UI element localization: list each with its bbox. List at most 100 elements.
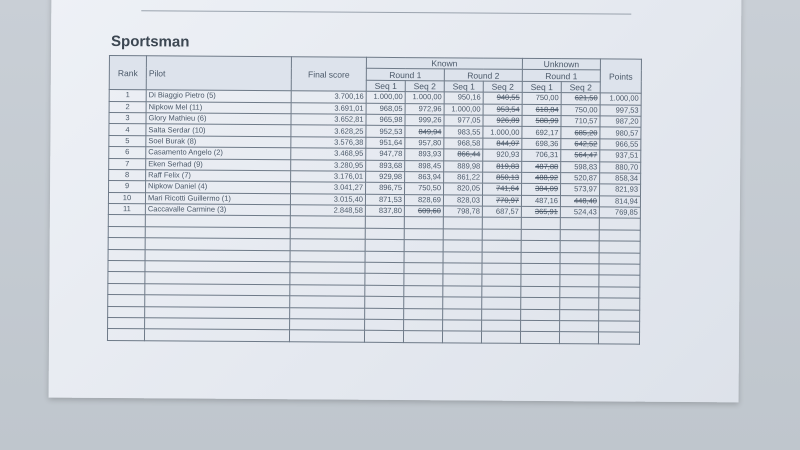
header-rank: Rank — [109, 55, 147, 90]
header-seq1: Seq 1 — [522, 81, 562, 93]
empty-cell — [107, 328, 145, 341]
empty-cell — [559, 297, 599, 310]
empty-cell — [482, 240, 522, 253]
cell-k2s2: 844,07 — [482, 137, 522, 150]
empty-cell — [482, 228, 522, 241]
empty-cell — [599, 229, 641, 242]
cell-final: 3.691,01 — [291, 102, 367, 115]
empty-cell — [598, 286, 640, 299]
empty-cell — [290, 239, 366, 251]
cell-points: 966,55 — [599, 138, 641, 151]
empty-cell — [144, 294, 290, 308]
cell-k2s2: 953,54 — [483, 103, 523, 116]
cell-k1s2: 893,93 — [404, 148, 444, 161]
empty-cell — [290, 250, 366, 263]
empty-cell — [145, 238, 291, 251]
empty-cell — [289, 284, 365, 297]
empty-cell — [560, 218, 600, 230]
empty-cell — [144, 306, 290, 319]
cell-pilot: Casamento Angelo (2) — [145, 146, 291, 160]
empty-cell — [365, 216, 405, 229]
empty-cell — [482, 251, 522, 264]
cell-k2s1: 798,78 — [443, 205, 483, 218]
header-known-round2: Round 2 — [444, 69, 523, 82]
header-seq2: Seq 2 — [483, 80, 523, 93]
empty-cell — [145, 249, 291, 262]
cell-k1s1: 951,64 — [365, 137, 405, 149]
cell-u1s2: 564,47 — [560, 149, 600, 162]
empty-cell — [403, 296, 443, 309]
cell-k1s2: 957,80 — [404, 137, 444, 149]
empty-cell — [404, 251, 444, 263]
empty-cell — [404, 217, 444, 229]
empty-cell — [289, 330, 365, 343]
cell-pilot: Eken Serhad (9) — [145, 158, 291, 171]
cell-k1s1: 871,53 — [365, 193, 405, 206]
empty-cell — [520, 274, 560, 287]
cell-points: 1.000,00 — [600, 93, 642, 105]
empty-cell — [403, 285, 443, 298]
cell-k2s2: 920,93 — [482, 149, 522, 161]
cell-k2s1: 889,98 — [443, 160, 483, 173]
empty-cell — [107, 283, 145, 295]
cell-k2s1: 968,58 — [443, 137, 483, 150]
cell-k1s2: 828,69 — [404, 194, 444, 206]
cell-u1s1: 365,91 — [521, 206, 561, 219]
cell-points: 997,53 — [600, 104, 642, 117]
empty-cell — [403, 262, 444, 275]
empty-cell — [404, 239, 444, 252]
cell-u1s1: 706,31 — [521, 149, 561, 162]
empty-cell — [108, 237, 146, 250]
empty-cell — [365, 250, 405, 263]
empty-cell — [559, 309, 599, 321]
cell-points: 769,85 — [599, 207, 641, 219]
cell-k1s1: 965,98 — [365, 114, 406, 126]
cell-u1s2: 573,97 — [560, 183, 600, 196]
cell-k2s2: 770,97 — [482, 194, 522, 207]
cell-u1s1: 384,09 — [521, 183, 561, 196]
empty-cell — [364, 319, 404, 331]
empty-cell — [289, 318, 365, 331]
cell-rank: 4 — [108, 123, 146, 136]
cell-k1s1: 896,75 — [365, 182, 405, 195]
empty-cell — [560, 229, 600, 242]
cell-rank: 8 — [108, 169, 146, 182]
cell-k1s2: 609,60 — [404, 205, 444, 218]
cell-u1s1: 692,17 — [521, 126, 561, 139]
header-seq2: Seq 2 — [405, 80, 445, 93]
cell-k1s2: 849,94 — [404, 125, 444, 138]
empty-cell — [144, 329, 290, 342]
empty-cell — [403, 273, 443, 286]
cell-rank: 5 — [108, 135, 146, 147]
empty-cell — [442, 285, 482, 298]
empty-cell — [145, 215, 291, 228]
empty-cell — [290, 227, 366, 240]
cell-k1s2: 750,50 — [404, 182, 444, 195]
empty-cell — [107, 260, 146, 273]
cell-pilot: Mari Ricotti Guillermo (1) — [145, 192, 291, 205]
cell-rank: 10 — [108, 192, 146, 204]
cell-k2s1: 950,16 — [444, 92, 484, 104]
header-seq1: Seq 1 — [444, 80, 484, 93]
empty-cell — [599, 218, 641, 231]
cell-u1s1: 488,92 — [521, 172, 561, 184]
cell-points: 987,20 — [599, 115, 642, 128]
cell-k2s2: 940,55 — [483, 92, 523, 104]
empty-cell — [481, 320, 521, 332]
cell-u1s2: 448,40 — [560, 195, 600, 208]
cell-pilot: Raff Felix (7) — [145, 169, 291, 183]
cell-u1s2: 685,20 — [560, 127, 600, 139]
empty-cell — [364, 296, 404, 309]
cell-k1s1: 893,68 — [365, 159, 405, 172]
empty-cell — [107, 306, 145, 318]
empty-cell — [404, 228, 444, 241]
cell-k2s1: 861,22 — [443, 171, 483, 184]
cell-final: 3.176,01 — [290, 170, 366, 183]
empty-cell — [520, 263, 561, 276]
empty-cell — [442, 331, 482, 343]
empty-cell — [442, 297, 482, 309]
empty-cell — [289, 261, 366, 274]
empty-cell — [520, 297, 560, 310]
cell-pilot: Nipkow Daniel (4) — [145, 181, 291, 194]
cell-k2s2: 850,13 — [482, 172, 522, 184]
